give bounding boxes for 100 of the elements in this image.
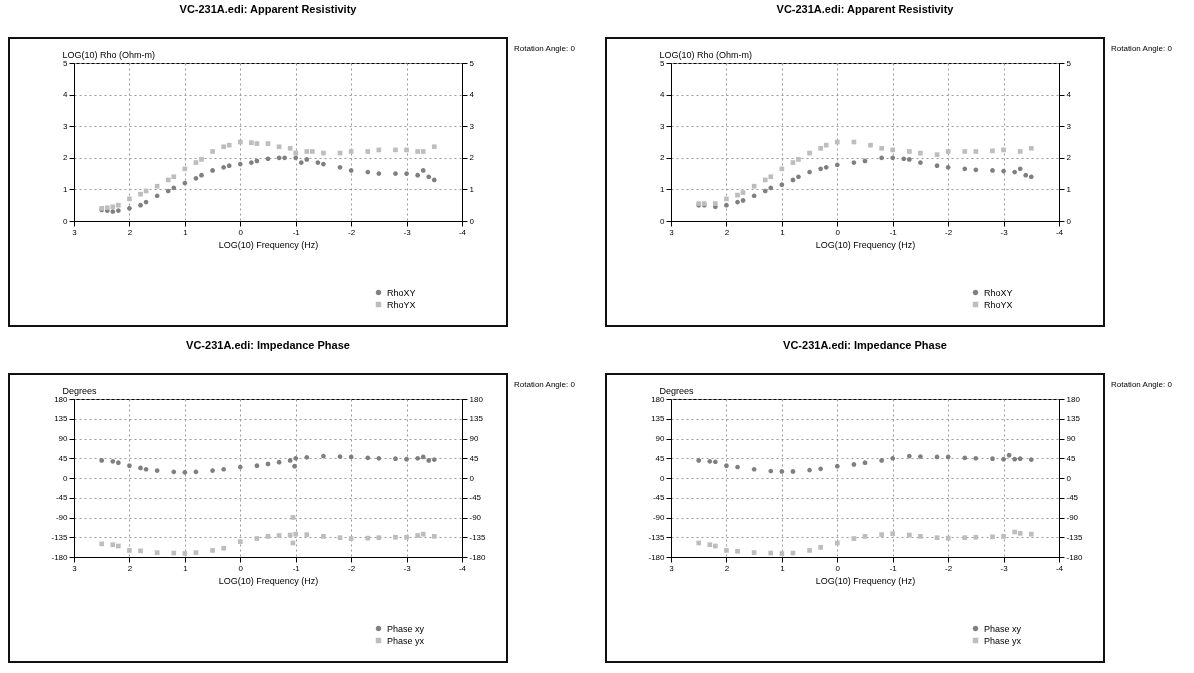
x-tick-label: -2 — [348, 563, 356, 573]
x-axis-title: LOG(10) Frequency (Hz) — [815, 575, 916, 586]
y-tick-label: 135 — [651, 414, 666, 424]
y-tick-label: 180 — [54, 394, 69, 404]
y-tick-label: 1 — [660, 184, 666, 194]
y-tick-label: 5 — [660, 58, 666, 68]
y-tick-label: 0 — [660, 216, 666, 226]
x-tick-label: -1 — [889, 563, 898, 573]
text: Rotation Angle: 0 — [1111, 44, 1173, 53]
legend-label: Phase yx — [387, 635, 425, 646]
legend-label: Phase yx — [984, 635, 1022, 646]
y2-tick-label: 0 — [469, 216, 475, 226]
x-tick-label: -1 — [292, 563, 301, 573]
y-tick-label: -90 — [55, 513, 69, 522]
y2-tick-label: -180 — [1066, 552, 1084, 562]
y2-tick-label: -45 — [1066, 493, 1079, 503]
x-tick-label: -2 — [945, 227, 953, 237]
x-axis-title: LOG(10) Frequency (Hz) — [218, 239, 319, 250]
chart-title: VC-231A.edi: Impedance Phase — [186, 339, 350, 351]
x-tick-label: 0 — [238, 227, 244, 237]
y-tick-label: 45 — [655, 453, 666, 463]
y-tick-label: 3 — [63, 121, 69, 131]
x-tick-label: 0 — [835, 227, 841, 237]
x-tick-label: 3 — [72, 227, 78, 237]
x-tick-label: 2 — [724, 227, 730, 237]
x-tick-label: 1 — [183, 563, 189, 573]
x-tick-label: 3 — [72, 563, 78, 573]
y-tick-label: 45 — [58, 453, 69, 463]
y2-tick-label: -45 — [469, 493, 482, 503]
y-tick-label: 135 — [54, 414, 69, 424]
x-tick-label: 2 — [724, 563, 730, 573]
y2-tick-label: 45 — [1066, 453, 1076, 463]
y-tick-label: 3 — [660, 121, 666, 131]
y2-tick-label: 1 — [469, 184, 475, 194]
y2-tick-label: 180 — [469, 394, 484, 404]
x-tick-label: -1 — [889, 227, 898, 237]
y-tick-label: -45 — [55, 493, 69, 503]
y-axis-title: LOG(10) Rho (Ohm-m) — [62, 49, 156, 60]
y-tick-label: -135 — [648, 532, 666, 542]
y-tick-label: -45 — [652, 493, 666, 503]
x-axis-title: LOG(10) Frequency (Hz) — [218, 575, 319, 586]
y-tick-label: 1 — [63, 184, 69, 194]
x-axis-title: LOG(10) Frequency (Hz) — [815, 239, 916, 250]
y2-tick-label: -90 — [469, 513, 482, 522]
legend-label: RhoYX — [387, 299, 416, 310]
legend-label: Phase xy — [984, 623, 1022, 634]
x-tick-label: 3 — [669, 227, 675, 237]
legend-label: Phase xy — [387, 623, 425, 634]
y2-tick-label: -135 — [469, 532, 487, 542]
y2-tick-label: -90 — [1066, 513, 1079, 522]
text: Rotation Angle: 0 — [1111, 380, 1173, 389]
y-tick-label: -180 — [51, 552, 69, 562]
y-tick-label: 0 — [63, 473, 69, 483]
y2-tick-label: 45 — [469, 453, 479, 463]
y-axis-title: LOG(10) Rho (Ohm-m) — [659, 49, 753, 60]
y2-tick-label: 3 — [1066, 121, 1072, 131]
y-tick-label: 0 — [660, 473, 666, 483]
legend-label: RhoXY — [984, 287, 1013, 298]
y2-tick-label: 90 — [469, 434, 479, 443]
x-tick-label: 2 — [127, 563, 133, 573]
y2-tick-label: 5 — [469, 58, 475, 68]
y2-tick-label: 1 — [1066, 184, 1072, 194]
y2-tick-label: 2 — [1066, 153, 1072, 163]
x-tick-label: -4 — [458, 227, 467, 237]
chart-title: VC-231A.edi: Apparent Resistivity — [179, 3, 358, 15]
legend-label: RhoYX — [984, 299, 1013, 310]
y-axis-title: Degrees — [62, 385, 98, 396]
y2-tick-label: -135 — [1066, 532, 1084, 542]
y-tick-label: 0 — [63, 216, 69, 226]
y2-tick-label: 0 — [1066, 473, 1072, 483]
y-tick-label: -135 — [51, 532, 69, 542]
x-tick-label: -2 — [348, 227, 356, 237]
y2-tick-label: 4 — [469, 90, 475, 100]
y-axis-title: Degrees — [659, 385, 695, 396]
x-tick-label: 0 — [835, 563, 841, 573]
y2-tick-label: 0 — [1066, 216, 1072, 226]
y2-tick-label: 90 — [1066, 434, 1076, 443]
y-tick-label: 90 — [655, 434, 666, 443]
x-tick-label: 1 — [780, 227, 786, 237]
y2-tick-label: 2 — [469, 153, 475, 163]
y-tick-label: 2 — [660, 153, 666, 163]
x-tick-label: -2 — [945, 563, 953, 573]
x-tick-label: -4 — [1055, 227, 1064, 237]
y2-tick-label: 5 — [1066, 58, 1072, 68]
y-tick-label: 180 — [651, 394, 666, 404]
x-tick-label: -3 — [1000, 563, 1009, 573]
x-tick-label: 0 — [238, 563, 244, 573]
y2-tick-label: 180 — [1066, 394, 1081, 404]
y2-tick-label: 135 — [469, 414, 484, 424]
x-tick-label: -3 — [403, 227, 412, 237]
chart-title: VC-231A.edi: Apparent Resistivity — [776, 3, 955, 15]
x-tick-label: 2 — [127, 227, 133, 237]
y-tick-label: 4 — [660, 90, 666, 100]
y-tick-label: 5 — [63, 58, 69, 68]
x-tick-label: -1 — [292, 227, 301, 237]
y2-tick-label: 4 — [1066, 90, 1072, 100]
y2-tick-label: 3 — [469, 121, 475, 131]
text: Rotation Angle: 0 — [514, 44, 576, 53]
y-tick-label: -180 — [648, 552, 666, 562]
y2-tick-label: 0 — [469, 473, 475, 483]
